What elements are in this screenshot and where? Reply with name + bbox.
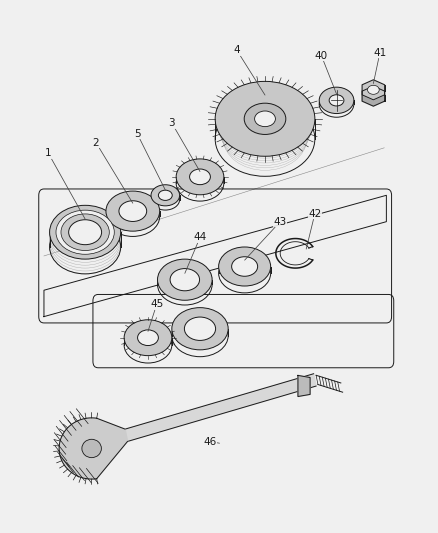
Ellipse shape: [49, 205, 120, 259]
Ellipse shape: [189, 169, 210, 184]
Ellipse shape: [184, 317, 215, 341]
Ellipse shape: [68, 220, 101, 245]
Text: 40: 40: [314, 51, 336, 94]
Ellipse shape: [254, 111, 275, 127]
Text: 45: 45: [148, 300, 163, 332]
Ellipse shape: [318, 87, 353, 114]
Text: 1: 1: [45, 148, 85, 219]
Text: 3: 3: [168, 118, 200, 172]
Ellipse shape: [218, 247, 270, 286]
Text: 42: 42: [305, 209, 321, 249]
Ellipse shape: [176, 159, 223, 195]
Ellipse shape: [367, 85, 378, 94]
Ellipse shape: [244, 103, 285, 134]
Ellipse shape: [171, 308, 228, 350]
Polygon shape: [125, 374, 315, 441]
Ellipse shape: [119, 201, 146, 222]
Ellipse shape: [56, 210, 114, 254]
Ellipse shape: [82, 439, 101, 458]
Text: 41: 41: [372, 48, 385, 84]
Text: 46: 46: [203, 437, 219, 447]
Polygon shape: [59, 418, 127, 479]
Text: 44: 44: [184, 232, 206, 273]
Polygon shape: [44, 195, 385, 317]
Ellipse shape: [151, 185, 179, 206]
Polygon shape: [361, 80, 384, 100]
Polygon shape: [361, 86, 384, 106]
Polygon shape: [297, 375, 309, 397]
Ellipse shape: [61, 214, 109, 251]
Ellipse shape: [231, 257, 257, 276]
Ellipse shape: [137, 330, 158, 345]
Ellipse shape: [328, 95, 343, 106]
Ellipse shape: [124, 320, 171, 356]
Ellipse shape: [106, 191, 159, 231]
FancyBboxPatch shape: [93, 294, 393, 368]
Ellipse shape: [157, 259, 212, 300]
Text: 43: 43: [244, 217, 286, 260]
Text: 2: 2: [92, 138, 133, 203]
Text: 5: 5: [134, 128, 165, 190]
Ellipse shape: [170, 269, 199, 291]
Ellipse shape: [215, 82, 314, 156]
Text: 4: 4: [233, 45, 265, 95]
Ellipse shape: [158, 190, 172, 200]
